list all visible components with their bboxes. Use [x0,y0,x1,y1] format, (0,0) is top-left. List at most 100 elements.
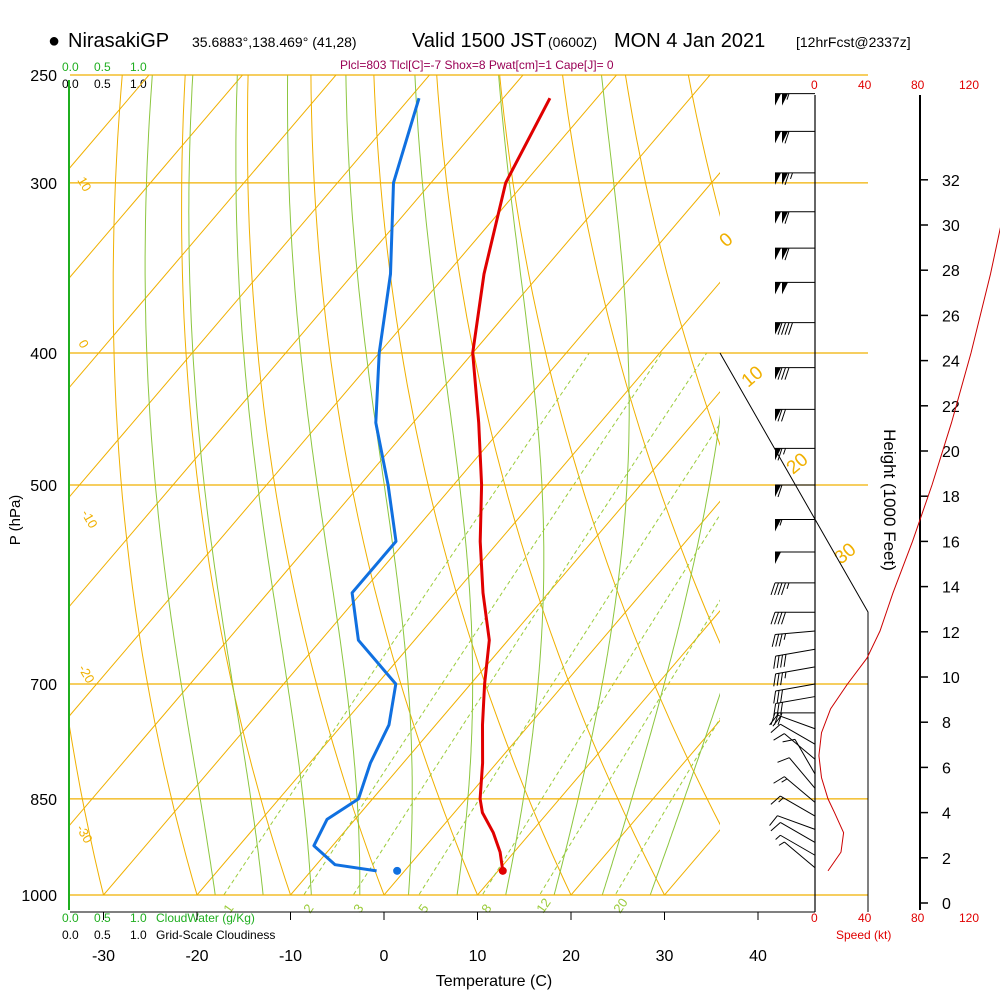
moist-adiabat-line [414,75,474,895]
isotherm-line [570,719,720,895]
wind-barb-full [777,322,783,335]
wind-barb-full [777,448,783,461]
height-tick-label: 24 [942,354,960,371]
wind-barb-full [788,322,793,335]
wind-barb-full [769,815,778,826]
isotherm-line [289,391,720,895]
isotherm-line [70,75,150,169]
wind-panel-outline [719,352,869,912]
dry-adiabat-line [687,75,720,217]
wind-barb-full [774,612,779,625]
wind-barb-flag [782,93,788,106]
height-tick-label: 4 [942,806,951,823]
wind-barb-full [776,673,780,686]
wind-barb-full [781,322,786,335]
temperature-profile [471,97,552,872]
dry-adiabat-line [624,75,720,447]
dry-adiabat-line [310,75,479,895]
wind-barb-flag [775,248,781,261]
wind-barb-full [776,655,780,669]
wind-barb-half [775,834,781,840]
wind-barb-flag [775,409,781,422]
x-tick-label: 20 [562,948,580,965]
mixing-ratio-line [538,599,720,895]
y-axis-title: P (hPa) [7,495,24,546]
cloudiness-tick-top-0: 0.0 [62,77,79,91]
mixing-ratio-layer [223,352,720,895]
cloudwater-tick-top-0: 0.0 [62,60,79,74]
wind-barb-flag [782,131,788,144]
wind-barb-full [773,690,777,704]
isotherm-line [70,75,431,497]
station-dot: ● [48,30,61,52]
moist-adiabat-line [345,75,413,895]
isotherm-line [383,500,720,895]
wind-barb-staff [780,834,816,856]
wind-barb-full [774,582,779,596]
x-axis-title: Temperature (C) [436,973,552,990]
isotherm-label: 20 [783,449,813,479]
wind-barb-flag [782,172,788,185]
wind-barb-flag [775,172,781,185]
height-tick-label: 8 [942,715,951,732]
wind-barb-flag [775,519,781,532]
speed-label: Speed (kt) [836,928,892,942]
height-axis-title: Height (1000 Feet) [880,429,899,571]
surface-dewpoint-point [393,866,402,875]
mixing-ratio-line [418,422,720,895]
wind-barb-full [773,656,777,669]
isotherm-line [102,172,720,895]
speed-tick-top-2: 80 [911,78,925,92]
wind-barb-full [777,757,790,763]
dry-adiabat-line [741,26,1000,924]
dry-adiabat-line [0,26,16,924]
wind-barb-full [784,131,790,144]
isotherms-layer [0,26,720,924]
valid-utc: (0600Z) [548,34,598,50]
wind-barb-full [777,367,783,380]
station-name: NirasakiGP [68,30,170,52]
wind-barb-half [783,633,787,640]
wind-barb-full [774,712,779,726]
x-tick-label: -10 [279,948,302,965]
mixing-ratio-label: 8 [478,901,494,916]
dry-adiabat-label: -10 [78,507,100,531]
speed-tick-bottom-2: 80 [911,911,925,925]
wind-barb-staff [775,648,816,657]
wind-barb-half [786,582,790,590]
dry-adiabat-line [436,75,666,895]
wind-barb-full [770,795,781,805]
pressure-tick-label: 300 [30,176,57,193]
cloudwater-label: CloudWater (g/Kg) [156,911,255,925]
dry-adiabat-line [112,75,198,895]
isotherm-line [70,75,244,278]
wind-barb-full [781,409,786,422]
height-tick-label: 0 [942,896,951,913]
pressure-tick-label: 500 [30,478,57,495]
isotherm-line [0,26,98,924]
wind-barbs-layer [769,93,816,869]
wind-barb-full [773,703,777,717]
forecast-info: [12hrFcst@2337z] [796,34,911,50]
x-tick-label: 40 [749,948,767,965]
wind-barb-full [777,712,783,726]
pressure-tick-label: 400 [30,346,57,363]
valid-time: Valid 1500 JST [412,30,547,52]
height-tick-label: 16 [942,534,960,551]
wind-barb-flag [782,248,788,261]
wind-barb-full [780,672,783,686]
x-tick-label: 10 [469,948,487,965]
wind-barb-staff [777,815,816,830]
wind-barb-full [780,689,783,703]
wind-barb-staff [784,841,816,869]
height-tick-label: 6 [942,760,951,777]
mixing-ratio-line [481,513,720,895]
mixing-ratio-label: 1 [220,901,236,916]
wind-barb-full [784,322,790,335]
height-tick-label: 2 [942,851,951,868]
wind-barb-flag [775,367,781,380]
wind-barb-half [786,93,790,100]
cloudiness-tick-top-1: 0.5 [94,77,111,91]
speed-tick-top-1: 40 [858,78,872,92]
